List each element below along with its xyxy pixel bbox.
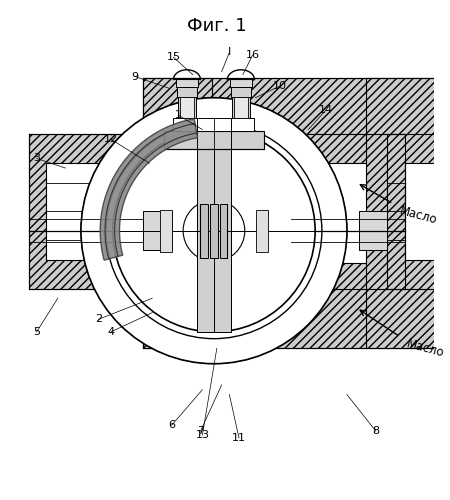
Bar bbox=[220, 204, 227, 258]
Circle shape bbox=[106, 123, 322, 338]
Bar bbox=[231, 87, 251, 97]
Text: 4: 4 bbox=[107, 327, 114, 337]
Text: 3: 3 bbox=[33, 154, 40, 164]
Bar bbox=[359, 212, 387, 250]
Text: 16: 16 bbox=[246, 50, 260, 60]
Bar bbox=[200, 204, 208, 258]
Bar bbox=[46, 164, 143, 260]
Bar bbox=[178, 97, 196, 118]
Bar bbox=[387, 134, 450, 288]
Text: 8: 8 bbox=[372, 426, 379, 436]
Wedge shape bbox=[113, 230, 214, 332]
Text: 14: 14 bbox=[319, 106, 333, 116]
Wedge shape bbox=[214, 230, 347, 364]
Text: 12: 12 bbox=[104, 134, 118, 144]
Bar bbox=[232, 97, 250, 118]
Bar bbox=[176, 80, 198, 87]
Text: 10: 10 bbox=[273, 81, 287, 91]
Circle shape bbox=[113, 130, 315, 332]
Text: Масло: Масло bbox=[398, 204, 439, 227]
Bar bbox=[256, 210, 268, 252]
Bar bbox=[143, 78, 436, 164]
Circle shape bbox=[81, 98, 347, 364]
Wedge shape bbox=[81, 98, 214, 230]
Text: 9: 9 bbox=[131, 72, 139, 82]
Bar bbox=[143, 78, 212, 348]
Bar bbox=[143, 264, 436, 348]
Bar bbox=[180, 97, 194, 118]
Wedge shape bbox=[113, 130, 214, 230]
Bar bbox=[160, 210, 171, 252]
Text: 15: 15 bbox=[166, 52, 180, 62]
Bar bbox=[143, 212, 171, 250]
Bar bbox=[366, 78, 436, 348]
Bar bbox=[405, 164, 450, 260]
Text: 6: 6 bbox=[168, 420, 175, 430]
Bar bbox=[29, 134, 143, 288]
Bar bbox=[234, 97, 248, 118]
Bar bbox=[197, 149, 231, 332]
Circle shape bbox=[183, 200, 245, 262]
Wedge shape bbox=[214, 98, 347, 230]
Polygon shape bbox=[100, 118, 198, 260]
Text: 13: 13 bbox=[195, 430, 209, 440]
Bar bbox=[164, 132, 264, 149]
Bar bbox=[230, 80, 252, 87]
Text: 5: 5 bbox=[33, 327, 40, 337]
Text: Масло: Масло bbox=[405, 337, 446, 359]
Text: 1: 1 bbox=[175, 110, 182, 120]
Bar bbox=[173, 118, 254, 132]
Text: 11: 11 bbox=[232, 433, 246, 443]
Text: 2: 2 bbox=[95, 314, 102, 324]
Bar bbox=[210, 204, 218, 258]
Text: 7: 7 bbox=[197, 426, 204, 436]
Text: Фиг. 1: Фиг. 1 bbox=[187, 18, 247, 36]
Wedge shape bbox=[214, 130, 315, 230]
Bar bbox=[177, 87, 197, 97]
Wedge shape bbox=[81, 230, 214, 364]
Wedge shape bbox=[214, 230, 315, 332]
Text: I: I bbox=[228, 48, 231, 58]
